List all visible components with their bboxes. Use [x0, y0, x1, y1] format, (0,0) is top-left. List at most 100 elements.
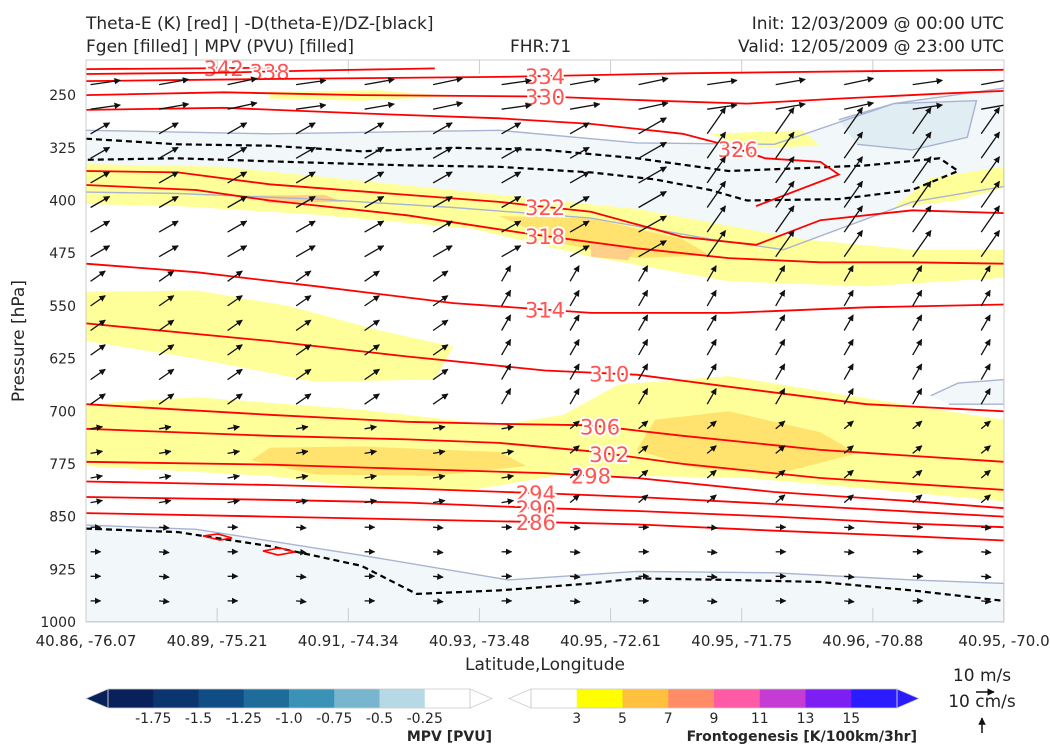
- wind-vector: [844, 573, 855, 580]
- wind-vector: [364, 146, 385, 159]
- stability-contour-line: [86, 527, 1004, 602]
- wind-vector: [638, 289, 649, 307]
- wind-vector: [90, 473, 104, 481]
- mpv-colorbar-tick: -1.25: [226, 711, 262, 727]
- wind-vector: [981, 79, 1004, 86]
- wind-vector: [295, 368, 312, 381]
- wind-vector: [638, 265, 649, 282]
- mpv-colorbar-label: MPV [PVU]: [407, 729, 492, 745]
- theta-e-contours: 342 338 3343303263223183143103063022982942…: [86, 60, 1004, 556]
- wind-vector: [90, 393, 106, 405]
- wind-vector: [638, 141, 667, 159]
- filled-region: [499, 216, 711, 259]
- wind-vector: [980, 445, 991, 454]
- wind-vector: [775, 265, 786, 282]
- wind-vector: [843, 289, 854, 307]
- wind-vector: [981, 104, 1004, 110]
- wind-vector: [707, 524, 718, 531]
- wind-vector: [775, 205, 795, 233]
- wind-vector: [844, 598, 855, 605]
- wind-vector: [980, 338, 991, 356]
- wind-vector: [158, 424, 172, 431]
- fgen-colorbar-swatch: [622, 689, 669, 708]
- wind-vector: [295, 319, 312, 332]
- wind-vector: [158, 449, 172, 456]
- wind-vector: [707, 598, 718, 605]
- wind-vector: [295, 473, 309, 481]
- mpv-contour-line: [838, 99, 978, 151]
- wind-vector: [843, 363, 854, 380]
- wind-vector: [980, 494, 991, 504]
- theta-e-contour-line: [86, 90, 1004, 105]
- wind-vector: [364, 473, 378, 481]
- theta-e-label: 326: [718, 138, 758, 162]
- wind-vector: [638, 363, 649, 380]
- init-time: Init: 12/03/2009 @ 00:00 UTC: [751, 14, 1004, 34]
- wind-vector: [90, 449, 104, 456]
- wind-vector: [980, 363, 991, 380]
- wind-vector: [569, 245, 590, 258]
- wind-vector: [638, 166, 667, 184]
- wind-vector: [569, 289, 580, 307]
- theta-e-contour-line: [86, 170, 1004, 246]
- fgen-colorbar-tick: 11: [751, 711, 769, 727]
- wind-vector: [981, 524, 992, 531]
- theta-e-label: 286: [516, 511, 556, 535]
- wind-vector: [707, 548, 718, 556]
- y-tick-label: 400: [49, 194, 76, 210]
- wind-vector: [569, 469, 580, 479]
- wind-vector: [912, 265, 923, 282]
- y-axis-label: Pressure [hPa]: [9, 280, 29, 402]
- wind-vector: [775, 156, 795, 184]
- y-tick-label: 850: [49, 510, 76, 526]
- wind-vector: [364, 449, 378, 456]
- wind-vector: [432, 368, 449, 381]
- wind-vector: [90, 368, 106, 381]
- wind-vector: [638, 338, 649, 356]
- wind-vector: [706, 106, 727, 135]
- wind-vector: [364, 122, 385, 135]
- wind-vector: [295, 245, 316, 258]
- wind-vector: [706, 265, 717, 282]
- wind-vector: [775, 289, 786, 307]
- wind-vector: [638, 494, 649, 504]
- wind-vector: [912, 180, 932, 208]
- wind-vector: [227, 295, 243, 307]
- wind-vector: [844, 100, 875, 110]
- wind-vector: [227, 319, 243, 332]
- wind-vector: [569, 77, 601, 86]
- wind-vector: [159, 598, 170, 605]
- wind-vector: [569, 388, 580, 405]
- wind-scale-vertical: 10 cm/s: [948, 692, 1016, 712]
- wind-vector: [432, 449, 446, 456]
- wind-vector: [159, 573, 170, 580]
- wind-vectors: [90, 76, 1004, 605]
- wind-vector: [707, 78, 738, 86]
- wind-vector: [432, 498, 446, 505]
- y-tick-label: 775: [49, 457, 76, 473]
- wind-vector: [433, 598, 444, 605]
- mpv-colorbar-tick: -0.25: [407, 711, 443, 727]
- x-axis: 40.86, -76.07 40.89, -75.21 40.91, -74.34 4…: [36, 632, 1050, 650]
- wind-vector: [980, 469, 991, 479]
- wind-vector: [981, 573, 992, 580]
- wind-vector: [90, 498, 104, 505]
- wind-scale-horizontal: 10 m/s: [953, 666, 1011, 686]
- wind-vector: [227, 344, 243, 356]
- wind-vector: [501, 102, 532, 110]
- wind-vector: [706, 420, 717, 430]
- mpv-colorbar-swatch: [198, 689, 245, 708]
- filled-region: [86, 290, 454, 382]
- wind-vector: [364, 393, 380, 405]
- wind-vector: [638, 215, 667, 233]
- wind-vector: [775, 101, 806, 110]
- wind-vector: [501, 473, 515, 481]
- wind-vector: [501, 314, 512, 331]
- mpv-colorbar-end: [469, 688, 494, 709]
- wind-vector: [364, 171, 385, 184]
- x-tick-label: 40.86, -76.07: [36, 632, 137, 650]
- fgen-colorbar-label: Frontogenesis [K/100km/3hr]: [687, 729, 917, 745]
- wind-vector: [569, 338, 580, 356]
- wind-vector: [159, 524, 170, 531]
